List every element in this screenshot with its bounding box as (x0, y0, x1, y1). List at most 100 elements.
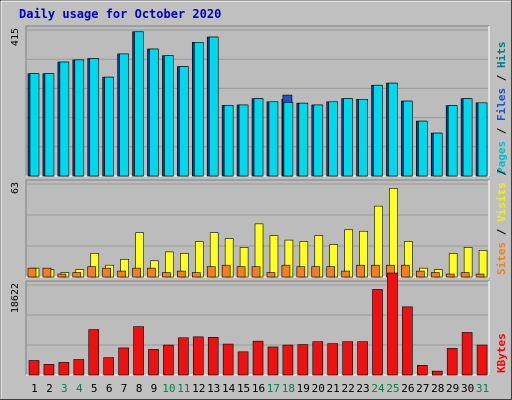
bar-kbytes-day-6 (103, 357, 114, 376)
bar-sites-day-29 (445, 273, 455, 278)
bar-kbytes-day-29 (446, 348, 458, 376)
x-tick-label-day-11: 11 (177, 382, 190, 395)
bar-pages-day-19 (298, 102, 309, 177)
x-tick-label-day-21: 21 (327, 382, 340, 395)
legend-separator: / (495, 169, 508, 183)
bar-sites-day-27 (416, 270, 425, 278)
bar-sites-day-11 (177, 270, 186, 278)
bar-sites-day-13 (206, 266, 216, 278)
bar-sites-day-10 (162, 272, 171, 278)
chart-panels: 415 Pages / Files / Hits 63 Sites / Visits … (10, 25, 508, 376)
bar-sites-day-1 (27, 267, 37, 278)
bar-pages-day-12 (193, 42, 204, 177)
bar-kbytes-day-9 (148, 349, 159, 376)
bar-sites-day-5 (87, 266, 97, 278)
bar-kbytes-day-18 (282, 344, 294, 376)
legend-item-files: Files (495, 88, 508, 121)
bar-sites-day-22 (341, 270, 350, 278)
bar-kbytes-day-1 (28, 360, 40, 376)
bar-visits-day-31 (478, 250, 488, 278)
bar-kbytes-day-26 (402, 306, 413, 376)
x-tick-label-day-14: 14 (222, 382, 236, 395)
bar-kbytes-day-10 (163, 344, 174, 376)
legend-separator: / (495, 68, 508, 88)
panel-visits: 63 Sites / Visits / (10, 169, 508, 278)
bar-kbytes-day-19 (297, 344, 309, 376)
bar-pages-day-21 (328, 101, 339, 177)
panel-hits-ymax-label: 415 (10, 28, 21, 46)
x-tick-label-day-31: 31 (476, 382, 489, 395)
bar-pages-day-5 (89, 58, 100, 177)
x-tick-label-day-13: 13 (207, 382, 220, 395)
x-tick-label-day-5: 5 (91, 382, 98, 395)
bar-sites-day-21 (326, 266, 336, 278)
panel-visits-legend: Sites / Visits / (495, 169, 508, 275)
legend-separator: / (495, 222, 508, 242)
bar-pages-day-16 (253, 98, 264, 177)
bar-kbytes-day-31 (476, 344, 488, 376)
bar-sites-day-7 (117, 270, 126, 278)
bar-sites-day-30 (460, 272, 470, 278)
bar-pages-day-27 (418, 120, 428, 177)
legend-item-hits: Hits (495, 42, 508, 69)
bar-pages-day-22 (343, 98, 353, 177)
bar-kbytes-day-4 (73, 359, 85, 376)
bar-kbytes-day-3 (58, 362, 70, 376)
x-tick-label-day-12: 12 (192, 382, 205, 395)
bar-sites-day-9 (147, 267, 156, 278)
legend-separator: / (495, 121, 508, 141)
bar-visits-day-17 (269, 235, 279, 278)
bar-sites-day-18 (281, 264, 291, 278)
bar-sites-day-3 (57, 273, 67, 278)
x-tick-label-day-25: 25 (386, 382, 399, 395)
bar-visits-day-25 (389, 188, 398, 278)
x-tick-label-day-15: 15 (237, 382, 250, 395)
x-tick-label-day-1: 1 (31, 382, 38, 395)
bar-kbytes-day-22 (342, 341, 353, 376)
bar-kbytes-day-2 (43, 364, 55, 376)
bar-kbytes-day-16 (252, 340, 264, 376)
bar-kbytes-day-15 (237, 351, 249, 376)
bar-pages-day-31 (477, 102, 488, 177)
bar-kbytes-day-17 (267, 346, 279, 376)
legend-item-kbytes: KBytes (495, 333, 508, 373)
bar-sites-day-26 (401, 264, 410, 278)
bar-kbytes-day-13 (207, 337, 219, 376)
bar-sites-day-2 (42, 267, 52, 278)
chart-title: Daily usage for October 2020 (19, 7, 221, 21)
bar-kbytes-day-11 (178, 337, 189, 376)
panel-hits-legend: Pages / Files / Hits (495, 42, 508, 175)
bar-sites-day-17 (266, 272, 276, 278)
x-tick-label-day-6: 6 (106, 382, 113, 395)
panel-hits: 415 Pages / Files / Hits (10, 25, 508, 177)
bar-sites-day-19 (296, 266, 306, 278)
x-axis-day-labels: 1 2 3 4 5 6 7 8 9 10 11 12 13 14 15 16 17 18 19 20 21 22 23 24 2… (31, 382, 489, 395)
panel-kbytes-legend: KBytes (495, 333, 508, 373)
bar-pages-day-23 (358, 99, 368, 177)
bar-pages-day-14 (223, 104, 234, 177)
x-tick-label-day-30: 30 (461, 382, 474, 395)
x-tick-label-day-22: 22 (341, 382, 354, 395)
x-tick-label-day-4: 4 (76, 382, 83, 395)
bar-sites-day-4 (72, 272, 82, 278)
bar-pages-day-7 (119, 53, 129, 177)
bar-kbytes-day-24 (372, 289, 383, 376)
bar-pages-day-4 (74, 59, 85, 177)
bar-pages-day-25 (388, 82, 398, 177)
bar-kbytes-day-28 (431, 370, 443, 376)
x-tick-label-day-7: 7 (121, 382, 128, 395)
x-tick-label-day-17: 17 (267, 382, 280, 395)
legend-item-pages: Pages (495, 141, 508, 174)
bar-kbytes-day-25 (387, 272, 398, 376)
x-tick-label-day-18: 18 (282, 382, 295, 395)
bar-pages-day-15 (238, 104, 249, 177)
bar-kbytes-day-14 (222, 343, 234, 376)
bar-kbytes-day-12 (192, 336, 204, 376)
x-tick-label-day-2: 2 (46, 382, 53, 395)
bar-sites-day-12 (191, 272, 201, 278)
panel-kbytes: 18622 KBytes (10, 272, 508, 376)
x-tick-label-day-27: 27 (416, 382, 429, 395)
bar-pages-day-29 (447, 105, 458, 177)
bar-sites-day-16 (251, 266, 261, 278)
